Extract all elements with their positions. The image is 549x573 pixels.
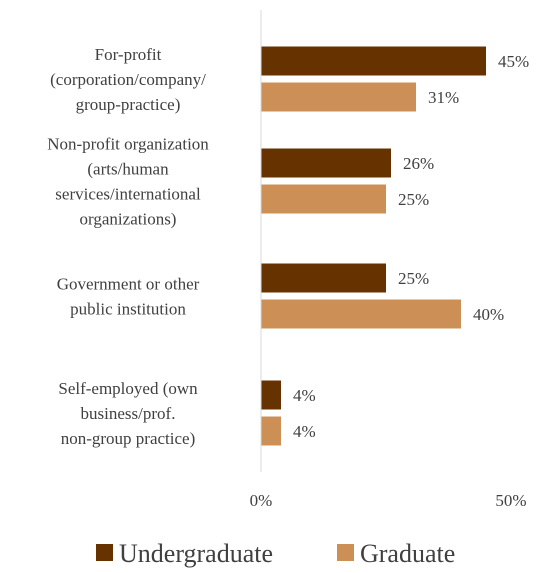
category-label-3-line-2: non-group practice)	[61, 429, 196, 448]
bar-graduate-1	[261, 184, 386, 214]
category-label-0-line-1: (corporation/company/	[50, 70, 206, 89]
bar-undergraduate-0	[261, 46, 486, 76]
category-label-1-line-1: (arts/human	[87, 160, 169, 179]
bar-undergraduate-2	[261, 263, 386, 293]
legend-label-graduate: Graduate	[360, 539, 455, 568]
category-label-1-line-3: organizations)	[80, 210, 177, 229]
category-label-2-line-0: Government or other	[57, 275, 200, 294]
category-label-0-line-0: For-profit	[95, 45, 162, 64]
data-label-graduate-2: 40%	[473, 305, 504, 324]
category-label-1-line-2: services/international	[55, 185, 201, 204]
category-label-3-line-1: business/prof.	[81, 404, 176, 423]
legend-label-undergraduate: Undergraduate	[119, 539, 273, 568]
x-tick-label-1: 50%	[495, 491, 526, 510]
data-label-graduate-1: 25%	[398, 190, 429, 209]
bar-undergraduate-3	[261, 380, 281, 410]
data-label-graduate-0: 31%	[428, 88, 459, 107]
bar-undergraduate-1	[261, 148, 391, 178]
bar-graduate-0	[261, 82, 416, 112]
data-label-undergraduate-2: 25%	[398, 269, 429, 288]
bar-graduate-2	[261, 299, 461, 329]
category-label-3-line-0: Self-employed (own	[58, 379, 198, 398]
data-label-undergraduate-1: 26%	[403, 154, 434, 173]
legend-swatch-undergraduate	[96, 544, 113, 561]
x-tick-label-0: 0%	[250, 491, 273, 510]
data-label-undergraduate-3: 4%	[293, 386, 316, 405]
category-label-0-line-2: group-practice)	[76, 95, 181, 114]
bar-graduate-3	[261, 416, 281, 446]
category-label-2-line-1: public institution	[70, 300, 186, 319]
data-label-undergraduate-0: 45%	[498, 52, 529, 71]
legend-swatch-graduate	[337, 544, 354, 561]
category-label-1-line-0: Non-profit organization	[47, 135, 209, 154]
data-label-graduate-3: 4%	[293, 422, 316, 441]
